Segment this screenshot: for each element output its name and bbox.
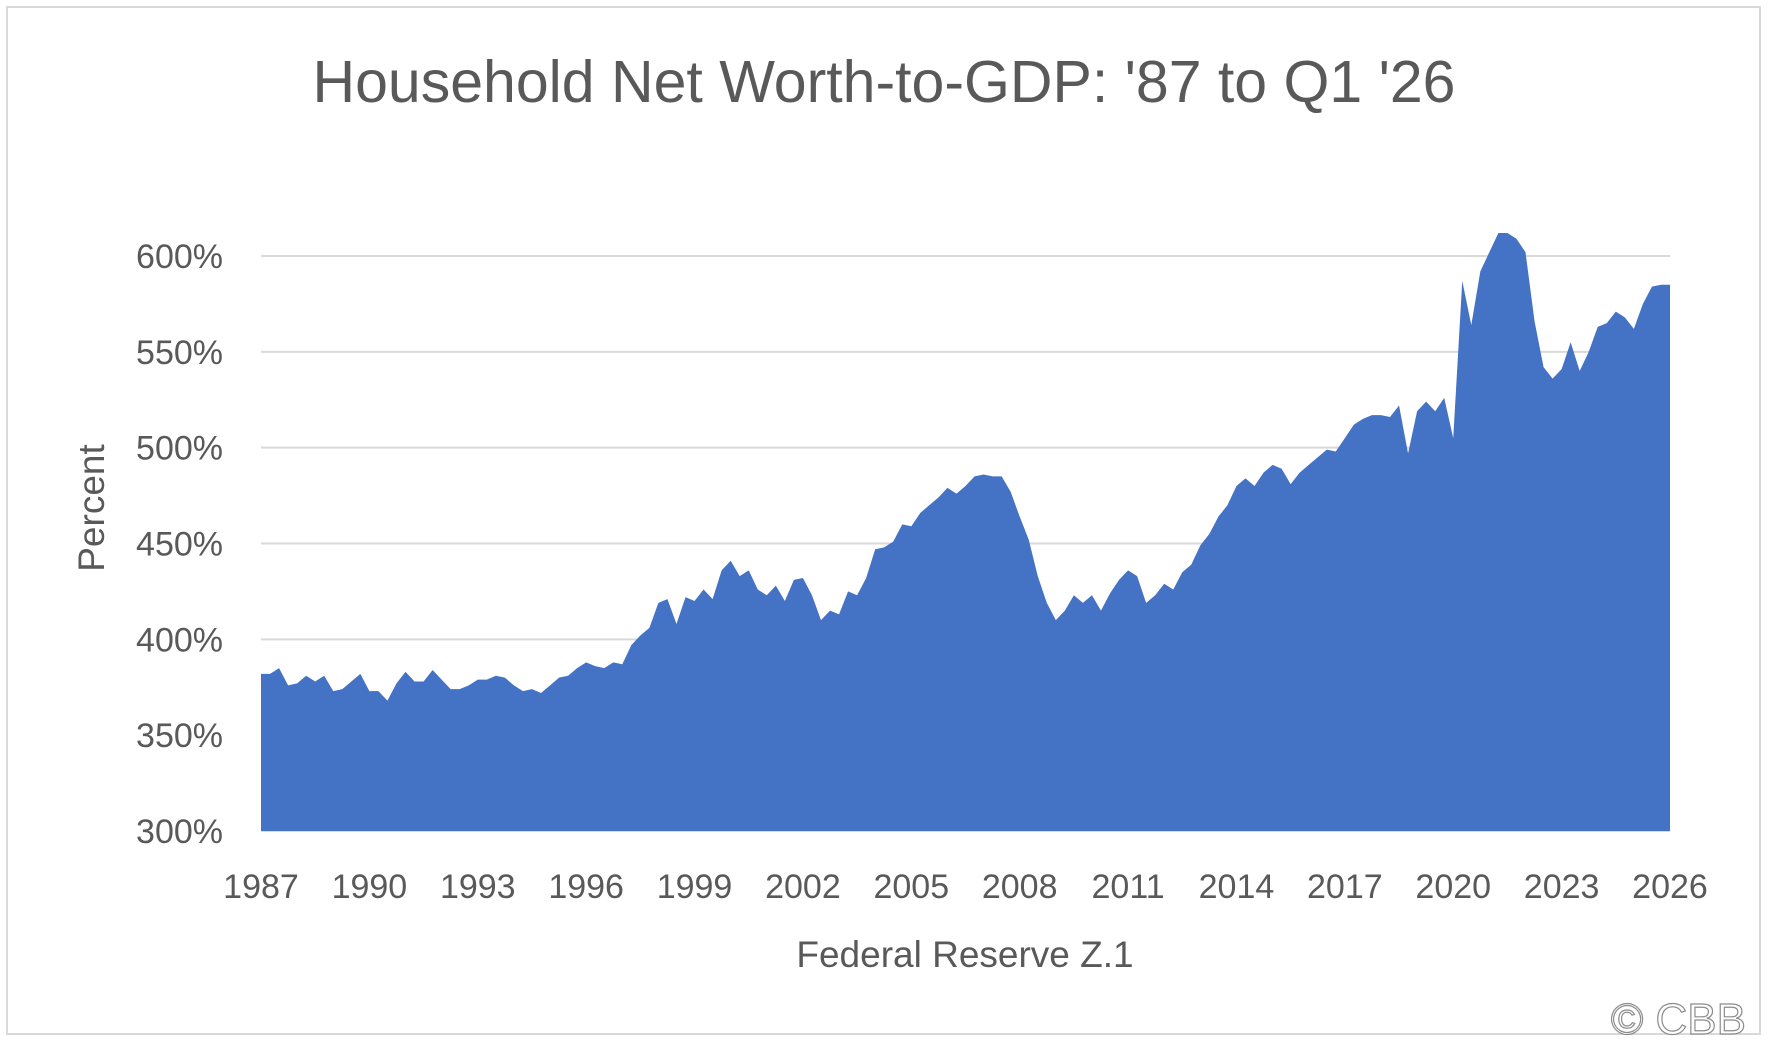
x-axis-title: Federal Reserve Z.1 [796, 934, 1133, 975]
y-tick-label: 400% [136, 621, 223, 659]
x-tick-label: 1999 [657, 868, 733, 906]
x-tick-label: 2023 [1524, 868, 1600, 906]
x-tick-label: 1993 [440, 868, 516, 906]
x-tick-label: 2014 [1199, 868, 1275, 906]
x-tick-label: 2011 [1092, 868, 1165, 906]
copyright-mark: © CBB [1611, 995, 1746, 1044]
x-tick-label: 2026 [1632, 868, 1708, 906]
x-tick-label: 1990 [332, 868, 408, 906]
x-tick-label: 1987 [223, 868, 299, 906]
plot-area [261, 233, 1670, 831]
x-tick-label: 2002 [765, 868, 841, 906]
y-tick-label: 300% [136, 813, 223, 851]
y-axis-title: Percent [71, 444, 112, 572]
y-tick-label: 550% [136, 334, 223, 372]
x-tick-label: 2005 [873, 868, 949, 906]
y-tick-label: 450% [136, 526, 223, 564]
x-tick-label: 1996 [548, 868, 624, 906]
y-tick-label: 600% [136, 238, 223, 276]
x-tick-label: 2017 [1307, 868, 1383, 906]
x-tick-label: 2008 [982, 868, 1058, 906]
y-axis-ticks: 300% 350% 400% 450% 500% 550% 600% [136, 238, 223, 851]
chart-title: Household Net Worth-to-GDP: '87 to Q1 '2… [313, 49, 1456, 115]
y-tick-label: 350% [136, 717, 223, 755]
y-tick-label: 500% [136, 430, 223, 468]
area-series-0 [261, 233, 1670, 831]
x-tick-label: 2020 [1415, 868, 1491, 906]
x-axis-ticks: 1987 1990 1993 1996 1999 2002 2005 2008 2011 2014… [223, 868, 1708, 906]
